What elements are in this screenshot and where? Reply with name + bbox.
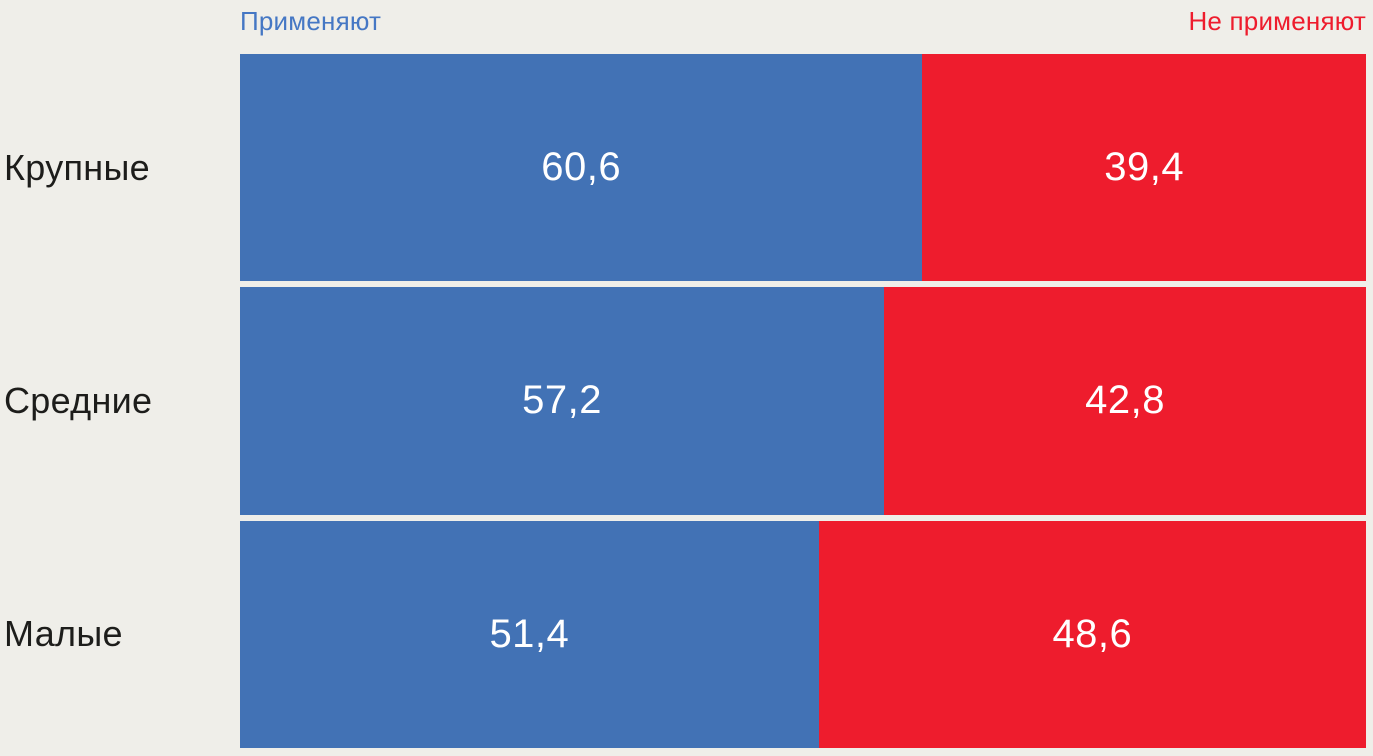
chart-rows: Крупные 60,6 39,4 Средние 57,2 42,8 Малы… bbox=[0, 54, 1366, 748]
category-label: Средние bbox=[4, 379, 153, 421]
bar: 57,2 42,8 bbox=[240, 287, 1366, 515]
bar-segment-not-apply: 42,8 bbox=[884, 287, 1366, 515]
chart-row: Крупные 60,6 39,4 bbox=[0, 54, 1366, 282]
legend-label-not-apply: Не применяют bbox=[1188, 6, 1366, 36]
chart-row: Средние 57,2 42,8 bbox=[0, 287, 1366, 515]
bar: 51,4 48,6 bbox=[240, 520, 1366, 748]
category-label: Крупные bbox=[4, 146, 150, 188]
chart-legend: Применяют Не применяют bbox=[240, 4, 1366, 48]
bar-segment-apply: 51,4 bbox=[240, 520, 819, 748]
bar-segment-apply: 60,6 bbox=[240, 54, 923, 282]
bar-segment-not-apply: 48,6 bbox=[818, 520, 1366, 748]
legend-label-apply: Применяют bbox=[240, 6, 382, 36]
bar-segment-not-apply: 39,4 bbox=[922, 54, 1366, 282]
category-label: Малые bbox=[4, 613, 123, 655]
bar: 60,6 39,4 bbox=[240, 54, 1366, 282]
bar-segment-apply: 57,2 bbox=[240, 287, 885, 515]
chart-row: Малые 51,4 48,6 bbox=[0, 520, 1366, 748]
